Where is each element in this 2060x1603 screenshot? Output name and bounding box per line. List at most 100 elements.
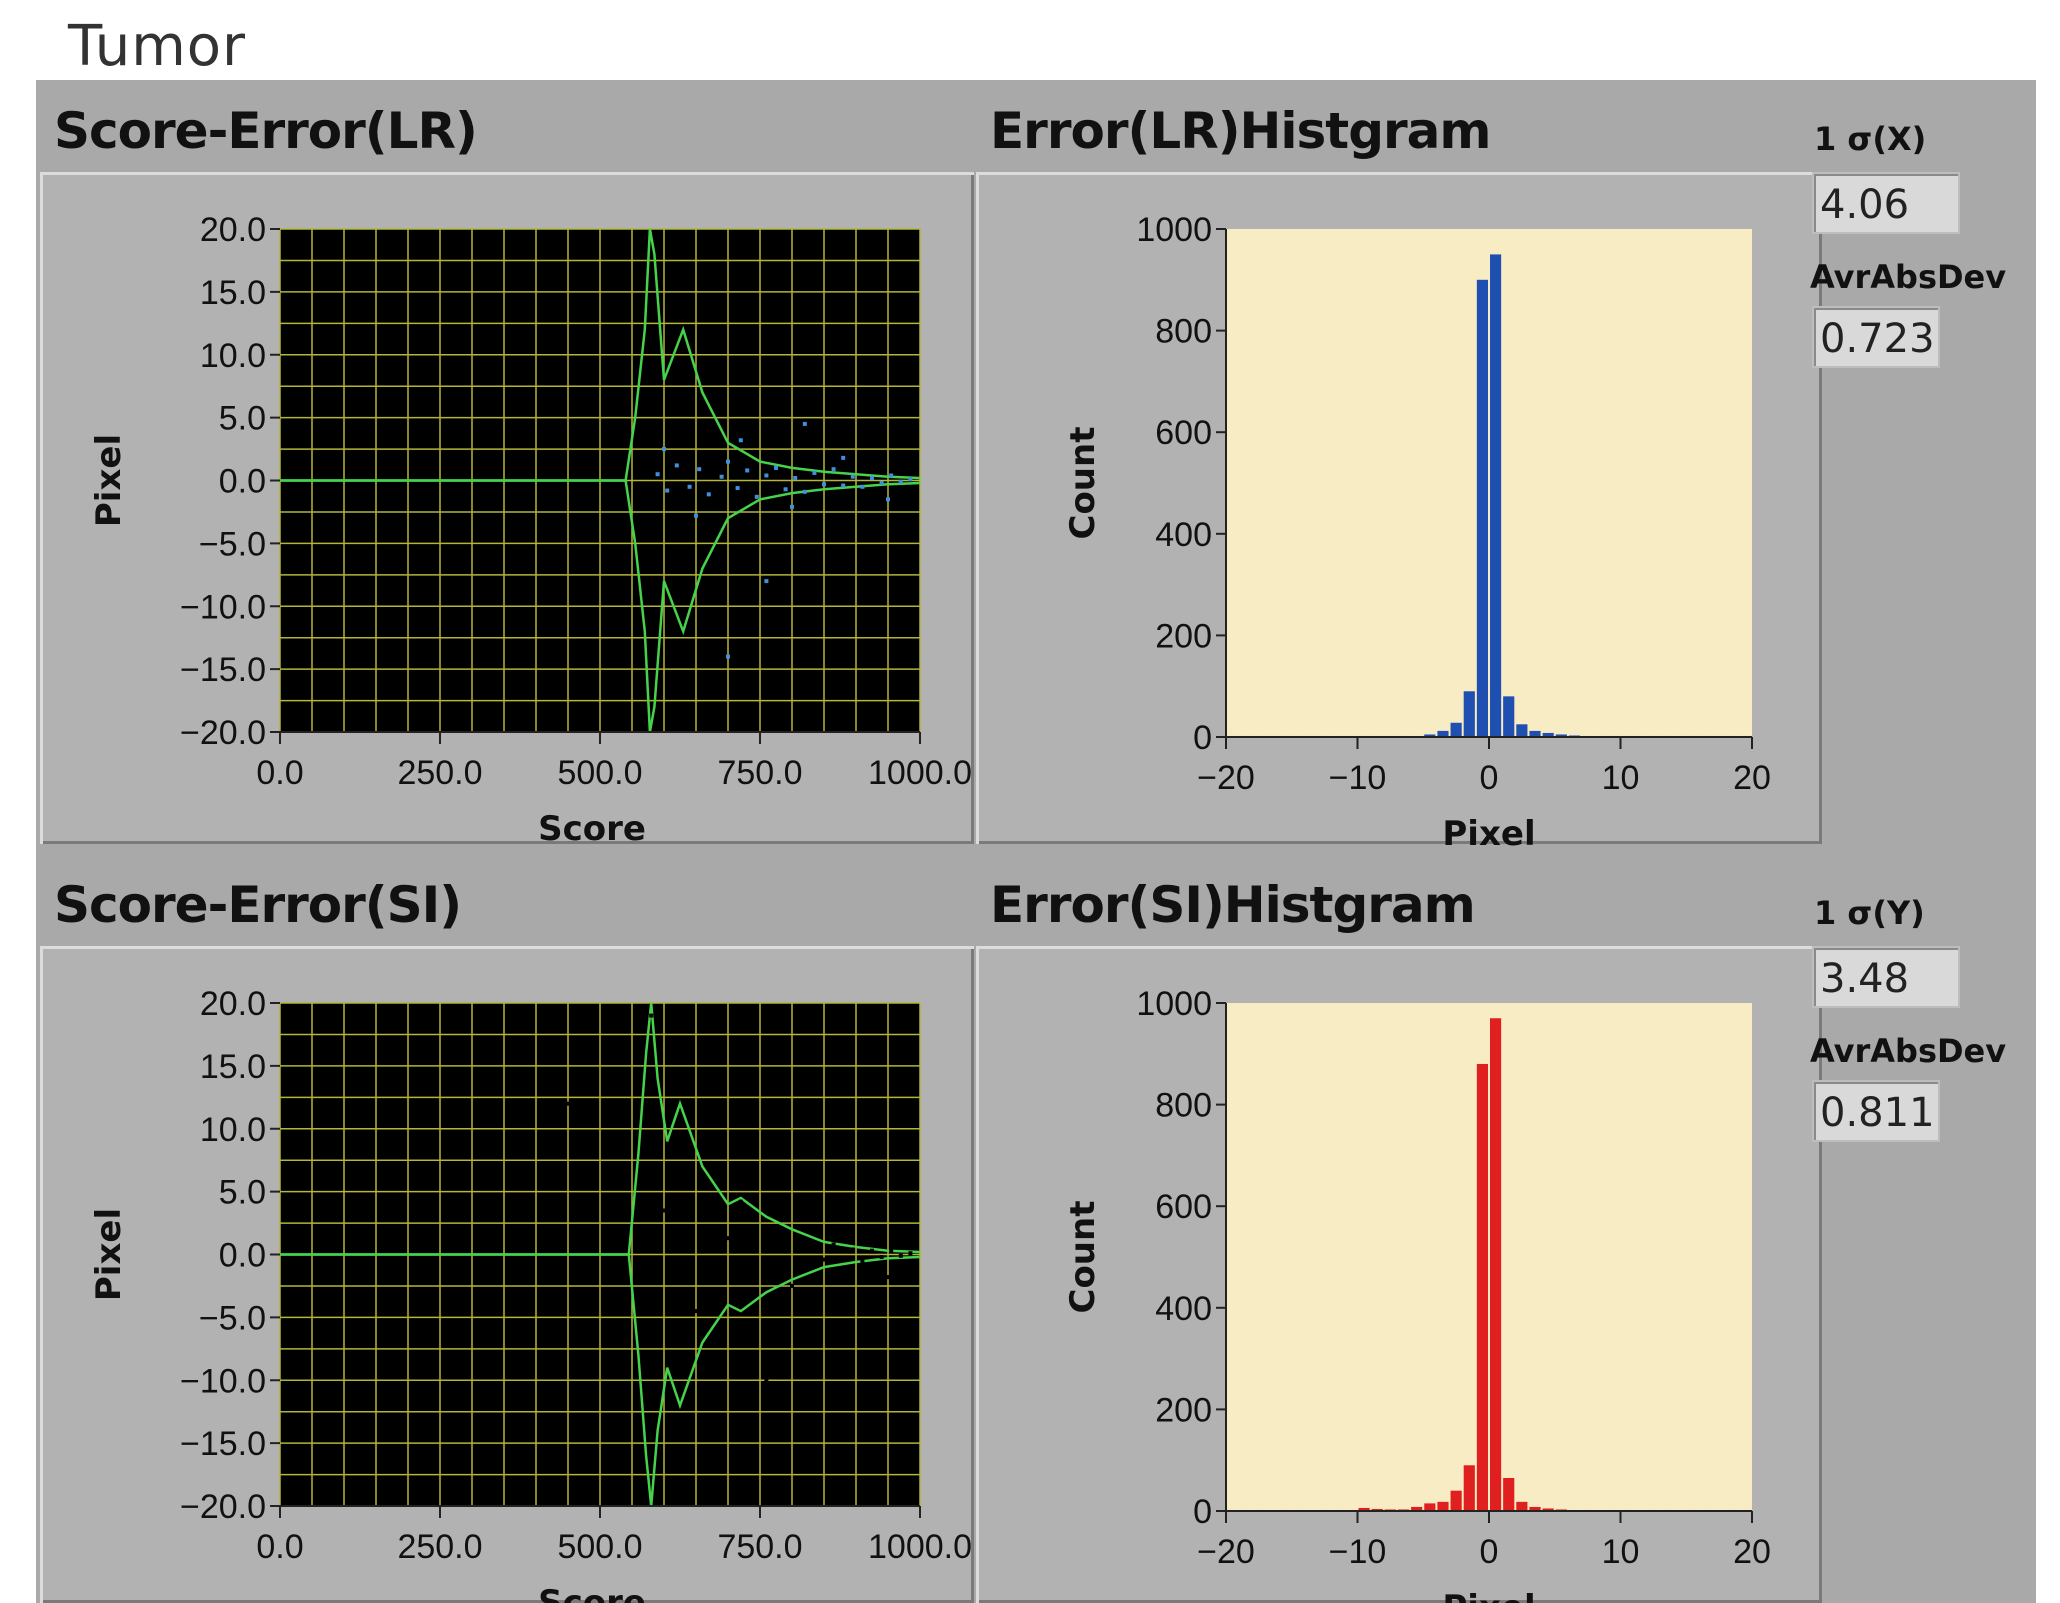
data-point <box>738 1199 743 1204</box>
y-tick-label: −15.0 <box>180 1425 266 1463</box>
data-point <box>783 487 788 492</box>
data-point <box>687 1260 692 1265</box>
data-point <box>697 467 702 472</box>
data-point <box>889 473 894 478</box>
x-tick-label: 20 <box>1733 759 1771 797</box>
score-error-lr-title: Score-Error(LR) <box>54 102 478 160</box>
data-point <box>687 484 692 489</box>
x-tick-label: 0.0 <box>256 754 303 792</box>
data-point <box>850 474 855 479</box>
data-point <box>674 463 679 468</box>
avr-abs-dev-lr-value: 0.723 <box>1812 306 1940 368</box>
y-tick-label: 200 <box>1155 1391 1212 1429</box>
hist-lr-title: Error(LR)Histgram <box>990 102 1491 160</box>
score-error-lr-frame: 20.0 15.0 10.0 5.0 0.0 −5.0 −10.0 −15.0 −20.0 0.0… <box>40 172 974 849</box>
x-tick-label: 500.0 <box>557 1528 642 1566</box>
data-point <box>735 1262 740 1267</box>
data-point <box>745 468 750 473</box>
score-error-si-title: Score-Error(SI) <box>54 876 462 934</box>
y-tick-label: 10.0 <box>200 337 266 375</box>
page-title: Tumor <box>68 14 247 79</box>
data-point <box>802 1262 807 1267</box>
histogram-bar <box>1542 1508 1554 1511</box>
data-point <box>662 1208 666 1213</box>
data-point <box>774 1241 778 1246</box>
histogram-bar <box>1437 1501 1449 1511</box>
histogram-bar <box>1450 722 1462 737</box>
data-point <box>889 1248 894 1253</box>
y-tick-label: 600 <box>1155 414 1212 452</box>
y-tick-label: 15.0 <box>200 274 266 312</box>
data-point <box>879 481 884 486</box>
histogram-bar <box>1424 734 1436 737</box>
data-point <box>764 1248 769 1253</box>
avr-abs-dev-lr-label: AvrAbsDev <box>1810 258 2007 296</box>
data-point <box>726 654 730 659</box>
data-point <box>735 486 740 491</box>
data-point <box>860 484 865 489</box>
y-tick-label: −10.0 <box>180 1362 266 1400</box>
data-point <box>774 465 778 470</box>
y-tick-label: 800 <box>1155 313 1212 351</box>
histogram-bar <box>1542 732 1554 737</box>
histogram-bar <box>1463 691 1475 737</box>
data-point <box>674 1365 679 1370</box>
data-point <box>706 492 711 497</box>
x-tick-label: −20 <box>1197 759 1255 797</box>
plot-area <box>1226 229 1752 737</box>
x-tick-label: 750.0 <box>717 754 802 792</box>
data-point <box>886 1275 890 1280</box>
x-tick-label: 10 <box>1602 759 1640 797</box>
avr-abs-dev-si-value: 0.811 <box>1812 1080 1940 1142</box>
data-point <box>665 1261 670 1266</box>
data-point <box>860 1258 865 1263</box>
y-tick-label: 0.0 <box>219 463 266 501</box>
data-point <box>754 494 759 499</box>
histogram-bar <box>1555 734 1567 737</box>
x-tick-label: 1000.0 <box>868 1528 972 1566</box>
upper-envelope-line <box>280 228 921 482</box>
data-point <box>649 1013 654 1018</box>
data-point <box>662 447 666 452</box>
x-tick-label: 250.0 <box>397 754 482 792</box>
data-point <box>655 472 660 477</box>
y-tick-label: −20.0 <box>180 1488 266 1526</box>
histogram-bar <box>1371 1508 1383 1511</box>
data-point <box>802 489 807 494</box>
x-axis-title: Pixel <box>1442 814 1535 854</box>
sigma-x-value: 4.06 <box>1812 172 1960 234</box>
data-point <box>841 1256 846 1261</box>
histogram-bar <box>1529 1506 1541 1511</box>
y-tick-label: −10.0 <box>180 588 266 626</box>
y-tick-label: 200 <box>1155 617 1212 655</box>
data-point <box>566 1101 570 1106</box>
data-point <box>790 504 794 509</box>
data-point <box>802 421 807 426</box>
y-tick-label: 0.0 <box>219 1237 266 1275</box>
x-axis-title: Score <box>538 1583 646 1603</box>
y-axis-title: Count <box>1063 427 1103 540</box>
x-axis-title: Pixel <box>1442 1588 1535 1603</box>
data-point <box>783 1260 788 1265</box>
histogram-bar <box>1516 724 1528 737</box>
data-point <box>831 467 836 472</box>
avr-abs-dev-si-label: AvrAbsDev <box>1810 1032 2007 1070</box>
data-point <box>841 455 846 460</box>
data-point <box>841 1224 846 1229</box>
data-point <box>719 474 724 479</box>
y-tick-label: 5.0 <box>219 400 266 438</box>
sigma-x-label: 1 σ(X) <box>1814 120 1927 158</box>
y-tick-label: 10.0 <box>200 1111 266 1149</box>
data-point <box>764 579 769 584</box>
x-axis-title: Score <box>538 809 646 849</box>
y-tick-label: 0 <box>1193 719 1212 757</box>
data-point <box>841 483 846 488</box>
data-point <box>719 1246 724 1251</box>
lower-envelope-line <box>280 1253 921 1507</box>
data-point <box>870 475 874 480</box>
y-tick-label: 400 <box>1155 1290 1212 1328</box>
x-tick-label: −10 <box>1329 759 1387 797</box>
data-point <box>831 1242 836 1247</box>
